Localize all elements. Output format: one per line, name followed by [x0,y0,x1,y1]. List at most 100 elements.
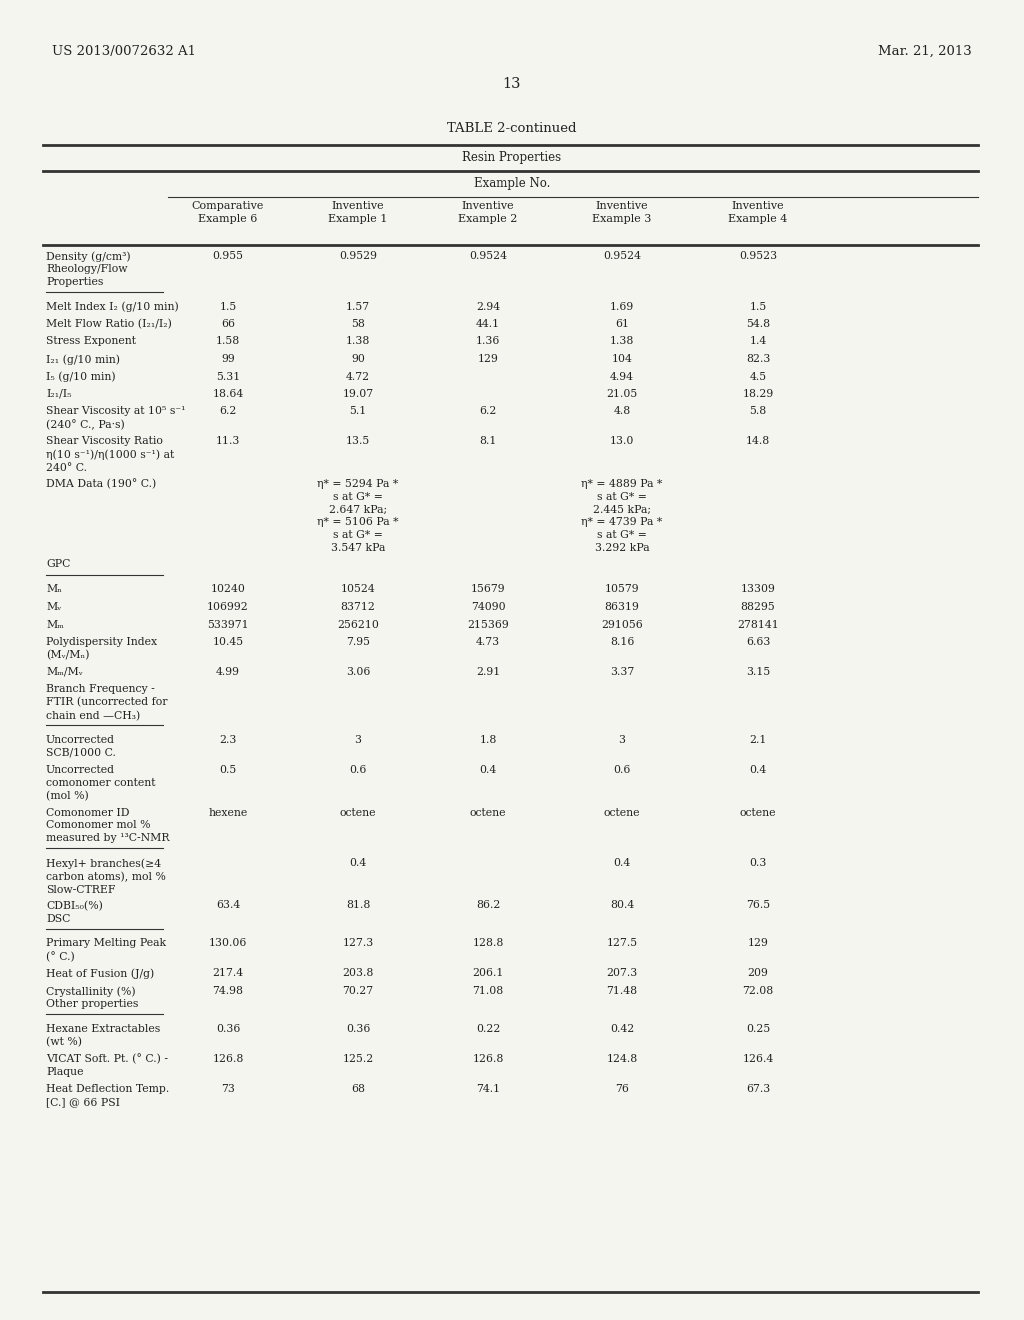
Text: 4.73: 4.73 [476,638,500,647]
Text: 7.95: 7.95 [346,638,370,647]
Text: Polydispersity Index
(Mᵥ/Mₙ): Polydispersity Index (Mᵥ/Mₙ) [46,638,157,660]
Text: η* = 4889 Pa *
s at G* =
2.445 kPa;
η* = 4739 Pa *
s at G* =
3.292 kPa: η* = 4889 Pa * s at G* = 2.445 kPa; η* =… [582,479,663,553]
Text: 71.48: 71.48 [606,986,638,997]
Text: octene: octene [739,808,776,817]
Text: 5.8: 5.8 [750,407,767,417]
Text: 1.69: 1.69 [610,301,634,312]
Text: 0.36: 0.36 [216,1024,241,1034]
Text: 0.42: 0.42 [610,1024,634,1034]
Text: 63.4: 63.4 [216,900,240,911]
Text: 14.8: 14.8 [745,437,770,446]
Text: 1.57: 1.57 [346,301,370,312]
Text: 0.9524: 0.9524 [469,251,507,261]
Text: Inventive
Example 1: Inventive Example 1 [329,201,388,224]
Text: 68: 68 [351,1084,365,1094]
Text: 74090: 74090 [471,602,505,612]
Text: Heat of Fusion (J/g): Heat of Fusion (J/g) [46,969,155,979]
Text: DMA Data (190° C.): DMA Data (190° C.) [46,479,157,490]
Text: 8.16: 8.16 [610,638,634,647]
Text: Comparative
Example 6: Comparative Example 6 [191,201,264,224]
Text: 1.38: 1.38 [346,337,371,346]
Text: Mᵥ: Mᵥ [46,602,61,612]
Text: 86319: 86319 [604,602,639,612]
Text: 3.37: 3.37 [610,667,634,677]
Text: 1.4: 1.4 [750,337,767,346]
Text: 6.2: 6.2 [479,407,497,417]
Text: 206.1: 206.1 [472,969,504,978]
Text: 90: 90 [351,354,365,364]
Text: 88295: 88295 [740,602,775,612]
Text: 70.27: 70.27 [342,986,374,997]
Text: 2.91: 2.91 [476,667,500,677]
Text: 217.4: 217.4 [212,969,244,978]
Text: 44.1: 44.1 [476,319,500,329]
Text: Uncorrected
SCB/1000 C.: Uncorrected SCB/1000 C. [46,735,116,758]
Text: 10.45: 10.45 [212,638,244,647]
Text: 0.36: 0.36 [346,1024,371,1034]
Text: Branch Frequency -
FTIR (uncorrected for
chain end —CH₃): Branch Frequency - FTIR (uncorrected for… [46,685,168,721]
Text: Hexyl+ branches(≥4
carbon atoms), mol %
Slow-CTREF: Hexyl+ branches(≥4 carbon atoms), mol % … [46,858,166,895]
Text: 76.5: 76.5 [745,900,770,911]
Text: Example No.: Example No. [474,177,550,190]
Text: TABLE 2-continued: TABLE 2-continued [447,121,577,135]
Text: 18.64: 18.64 [212,389,244,399]
Text: Stress Exponent: Stress Exponent [46,337,136,346]
Text: 0.9523: 0.9523 [739,251,777,261]
Text: 74.98: 74.98 [213,986,244,997]
Text: η* = 5294 Pa *
s at G* =
2.647 kPa;
η* = 5106 Pa *
s at G* =
3.547 kPa: η* = 5294 Pa * s at G* = 2.647 kPa; η* =… [317,479,398,553]
Text: 13.0: 13.0 [610,437,634,446]
Text: 83712: 83712 [341,602,376,612]
Text: GPC: GPC [46,558,71,569]
Text: 104: 104 [611,354,633,364]
Text: 72.08: 72.08 [742,986,773,997]
Text: 215369: 215369 [467,619,509,630]
Text: 67.3: 67.3 [745,1084,770,1094]
Text: Density (g/cm³)
Rheology/Flow
Properties: Density (g/cm³) Rheology/Flow Properties [46,251,131,288]
Text: 73: 73 [221,1084,234,1094]
Text: 106992: 106992 [207,602,249,612]
Text: 8.1: 8.1 [479,437,497,446]
Text: 533971: 533971 [207,619,249,630]
Text: hexene: hexene [208,808,248,817]
Text: 130.06: 130.06 [209,939,247,949]
Text: US 2013/0072632 A1: US 2013/0072632 A1 [52,45,196,58]
Text: Inventive
Example 3: Inventive Example 3 [592,201,651,224]
Text: 0.6: 0.6 [613,766,631,775]
Text: 126.4: 126.4 [742,1053,773,1064]
Text: 1.58: 1.58 [216,337,240,346]
Text: Comonomer ID
Comonomer mol %
measured by ¹³C-NMR: Comonomer ID Comonomer mol % measured by… [46,808,170,843]
Text: 10524: 10524 [341,585,376,594]
Text: Shear Viscosity Ratio
η(10 s⁻¹)/η(1000 s⁻¹) at
240° C.: Shear Viscosity Ratio η(10 s⁻¹)/η(1000 s… [46,437,174,473]
Text: 0.9529: 0.9529 [339,251,377,261]
Text: Shear Viscosity at 10⁵ s⁻¹
(240° C., Pa·s): Shear Viscosity at 10⁵ s⁻¹ (240° C., Pa·… [46,407,185,430]
Text: 256210: 256210 [337,619,379,630]
Text: 0.6: 0.6 [349,766,367,775]
Text: 2.3: 2.3 [219,735,237,744]
Text: 1.5: 1.5 [219,301,237,312]
Text: 4.5: 4.5 [750,371,767,381]
Text: 0.9524: 0.9524 [603,251,641,261]
Text: 3: 3 [618,735,626,744]
Text: 129: 129 [477,354,499,364]
Text: I₂₁ (g/10 min): I₂₁ (g/10 min) [46,354,120,364]
Text: Mₘ: Mₘ [46,619,63,630]
Text: 0.4: 0.4 [613,858,631,869]
Text: 0.5: 0.5 [219,766,237,775]
Text: 6.2: 6.2 [219,407,237,417]
Text: 0.4: 0.4 [750,766,767,775]
Text: 207.3: 207.3 [606,969,638,978]
Text: octene: octene [604,808,640,817]
Text: 99: 99 [221,354,234,364]
Text: Inventive
Example 2: Inventive Example 2 [459,201,518,224]
Text: 11.3: 11.3 [216,437,241,446]
Text: 0.4: 0.4 [349,858,367,869]
Text: 19.07: 19.07 [342,389,374,399]
Text: 2.1: 2.1 [750,735,767,744]
Text: 3: 3 [354,735,361,744]
Text: Resin Properties: Resin Properties [463,150,561,164]
Text: 4.72: 4.72 [346,371,370,381]
Text: 124.8: 124.8 [606,1053,638,1064]
Text: octene: octene [340,808,376,817]
Text: 80.4: 80.4 [610,900,634,911]
Text: Crystallinity (%)
Other properties: Crystallinity (%) Other properties [46,986,138,1010]
